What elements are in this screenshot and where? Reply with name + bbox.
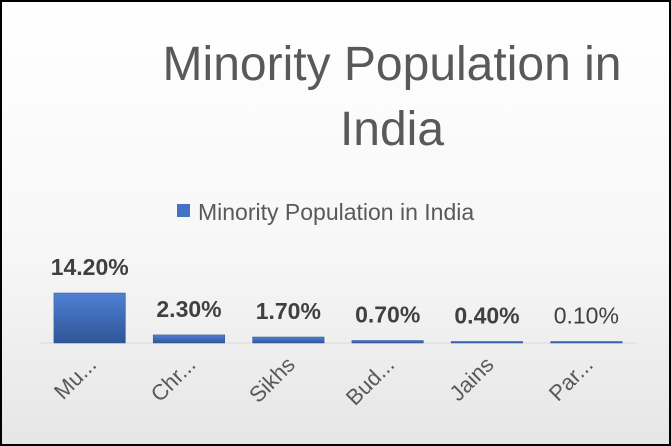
data-label-3: 0.70% <box>355 302 420 328</box>
bar-1 <box>152 334 225 344</box>
x-tick-label-2: Sikhs <box>244 352 300 408</box>
bar-3 <box>351 340 424 344</box>
legend-label: Minority Population in India <box>198 199 474 225</box>
chart-title-line-2: India <box>340 103 444 156</box>
data-label-2: 1.70% <box>256 298 321 324</box>
data-label-5: 0.10% <box>554 303 619 329</box>
legend: Minority Population in India <box>177 199 474 225</box>
bar-2 <box>252 336 325 344</box>
bars-group <box>53 292 623 344</box>
x-tick-label-0: Mu... <box>49 352 101 404</box>
chart-title-line-1: Minority Population in <box>163 38 622 91</box>
x-tick-label-5: Par... <box>544 352 598 406</box>
data-labels-group: 14.20% 2.30% 1.70% 0.70% 0.40% 0.10% <box>51 254 619 329</box>
legend-swatch <box>177 204 190 217</box>
x-tick-label-3: Bud... <box>341 352 399 410</box>
data-label-0: 14.20% <box>51 254 129 280</box>
data-label-4: 0.40% <box>454 303 519 329</box>
data-label-1: 2.30% <box>156 296 221 322</box>
x-tick-label-4: Jains <box>445 352 499 406</box>
bar-0 <box>53 292 126 344</box>
bar-4 <box>450 341 523 344</box>
x-tick-label-1: Chr... <box>146 352 201 407</box>
x-tick-labels-group: Mu... Chr... Sikhs Bud... Jains Par... <box>49 352 598 410</box>
bar-5 <box>550 341 623 344</box>
